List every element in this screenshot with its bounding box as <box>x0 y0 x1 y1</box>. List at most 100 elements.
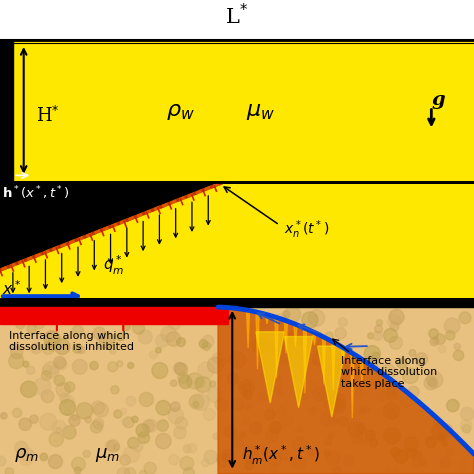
Circle shape <box>381 364 395 379</box>
Circle shape <box>90 362 98 370</box>
Circle shape <box>319 388 328 398</box>
Circle shape <box>120 455 130 465</box>
Circle shape <box>416 358 423 365</box>
Circle shape <box>183 468 194 474</box>
Circle shape <box>390 337 402 349</box>
Circle shape <box>348 421 363 437</box>
Circle shape <box>438 424 453 439</box>
Circle shape <box>333 359 348 374</box>
Polygon shape <box>303 328 307 393</box>
Circle shape <box>312 353 325 366</box>
Circle shape <box>122 418 129 426</box>
Circle shape <box>215 398 228 410</box>
Circle shape <box>64 382 75 392</box>
Polygon shape <box>294 324 297 347</box>
Circle shape <box>433 418 443 428</box>
Circle shape <box>228 430 238 440</box>
Circle shape <box>204 450 218 464</box>
Circle shape <box>412 457 423 467</box>
Circle shape <box>376 319 383 326</box>
Circle shape <box>203 409 215 420</box>
Circle shape <box>301 312 318 328</box>
Circle shape <box>73 344 82 353</box>
Circle shape <box>368 333 374 339</box>
Circle shape <box>258 392 267 401</box>
Circle shape <box>271 467 277 474</box>
Circle shape <box>113 444 119 450</box>
Circle shape <box>245 404 251 410</box>
Circle shape <box>12 408 22 418</box>
Circle shape <box>72 326 83 337</box>
Circle shape <box>136 424 149 437</box>
Circle shape <box>93 327 105 339</box>
Circle shape <box>365 430 375 440</box>
Circle shape <box>83 450 90 457</box>
Circle shape <box>139 392 154 406</box>
Circle shape <box>174 363 185 374</box>
Circle shape <box>171 380 177 386</box>
Circle shape <box>242 383 252 392</box>
Circle shape <box>128 363 134 368</box>
Circle shape <box>227 373 239 384</box>
Circle shape <box>279 414 292 428</box>
Circle shape <box>397 358 407 368</box>
Circle shape <box>296 425 302 432</box>
Circle shape <box>208 388 222 402</box>
Polygon shape <box>0 182 223 270</box>
Circle shape <box>64 409 71 415</box>
Circle shape <box>31 343 42 354</box>
Bar <box>0 40 13 182</box>
Circle shape <box>276 389 283 396</box>
Circle shape <box>175 417 188 429</box>
Circle shape <box>217 453 231 467</box>
Circle shape <box>34 378 51 395</box>
Circle shape <box>48 455 63 469</box>
Circle shape <box>438 346 446 353</box>
Circle shape <box>278 406 286 414</box>
Circle shape <box>429 329 438 338</box>
Circle shape <box>179 375 192 389</box>
Circle shape <box>138 309 153 324</box>
Circle shape <box>245 461 254 470</box>
Circle shape <box>257 313 271 327</box>
Circle shape <box>155 347 161 353</box>
Circle shape <box>105 440 116 451</box>
Circle shape <box>152 363 168 379</box>
Circle shape <box>387 390 395 398</box>
Circle shape <box>0 412 7 419</box>
Circle shape <box>432 337 439 344</box>
Circle shape <box>435 334 445 345</box>
Circle shape <box>44 331 60 347</box>
Circle shape <box>412 450 421 460</box>
Circle shape <box>63 426 76 439</box>
Circle shape <box>108 362 118 372</box>
Circle shape <box>323 348 338 364</box>
Circle shape <box>157 420 168 431</box>
Circle shape <box>321 410 337 427</box>
Circle shape <box>23 361 29 367</box>
Circle shape <box>138 432 150 443</box>
Circle shape <box>277 349 292 364</box>
Circle shape <box>208 357 223 373</box>
Circle shape <box>309 310 325 326</box>
Circle shape <box>217 309 232 324</box>
Circle shape <box>123 447 139 463</box>
Circle shape <box>317 339 327 349</box>
Circle shape <box>454 343 461 350</box>
Circle shape <box>76 402 93 419</box>
Circle shape <box>369 439 377 447</box>
Circle shape <box>117 333 125 341</box>
Circle shape <box>324 401 332 408</box>
Circle shape <box>20 381 37 397</box>
Circle shape <box>54 375 65 386</box>
Circle shape <box>12 343 19 350</box>
Circle shape <box>222 453 230 461</box>
Circle shape <box>168 408 183 424</box>
Circle shape <box>224 425 237 438</box>
Circle shape <box>174 314 186 325</box>
Circle shape <box>180 456 194 470</box>
Circle shape <box>325 332 333 340</box>
Text: $\rho_w$: $\rho_w$ <box>166 100 194 122</box>
Circle shape <box>384 428 400 444</box>
Circle shape <box>242 418 249 425</box>
